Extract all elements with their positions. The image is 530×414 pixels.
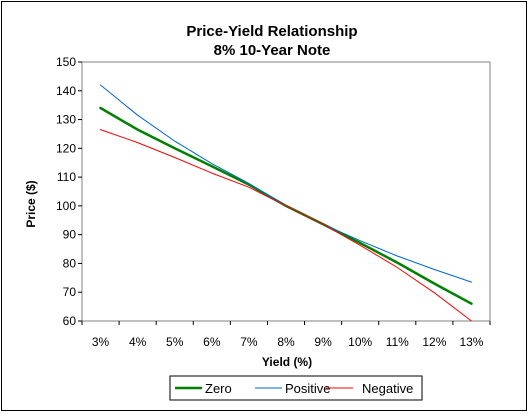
y-tick-label: 100	[56, 199, 76, 213]
y-tick-label: 140	[56, 84, 76, 98]
y-tick-label: 70	[63, 285, 77, 299]
legend: Zero Positive Negative	[169, 375, 423, 401]
x-tick-label: 6%	[203, 335, 221, 349]
x-tick-label: 10%	[348, 335, 372, 349]
y-tick-label: 120	[56, 141, 76, 155]
legend-label-zero: Zero	[205, 381, 232, 396]
legend-label-negative: Negative	[362, 381, 413, 396]
series-line-negative	[100, 129, 472, 322]
chart-title: Price-Yield Relationship	[186, 23, 357, 40]
x-tick-label: 9%	[314, 335, 332, 349]
series-lines	[99, 84, 473, 322]
y-tick-label: 150	[56, 55, 76, 69]
x-tick-label: 8%	[277, 335, 295, 349]
y-tick-label: 130	[56, 113, 76, 127]
plot-area	[81, 61, 491, 322]
x-tick-label: 12%	[422, 335, 446, 349]
y-tick-label: 80	[63, 256, 77, 270]
y-tick-label: 90	[63, 228, 77, 242]
chart-subtitle: 8% 10-Year Note	[214, 42, 331, 59]
x-tick-label: 3%	[92, 335, 110, 349]
legend-items: Zero Positive Negative	[175, 381, 413, 396]
x-axis-title: Yield (%)	[262, 355, 312, 369]
x-tick-label: 11%	[386, 335, 409, 349]
y-axis-title: Price ($)	[24, 180, 38, 227]
x-axis: 3% 4% 5% 6% 7% 8% 9% 10% 11% 12% 13%	[81, 321, 491, 349]
x-tick-label: 7%	[240, 335, 258, 349]
legend-box	[169, 375, 423, 401]
x-tick-label: 5%	[166, 335, 184, 349]
x-tick-label: 4%	[129, 335, 147, 349]
y-tick-label: 60	[63, 314, 77, 328]
y-axis: 60 70 80 90 100 110 120 130 140 150	[56, 55, 82, 328]
y-tick-label: 110	[57, 170, 76, 184]
legend-label-positive: Positive	[285, 381, 331, 396]
x-tick-label: 13%	[459, 335, 483, 349]
